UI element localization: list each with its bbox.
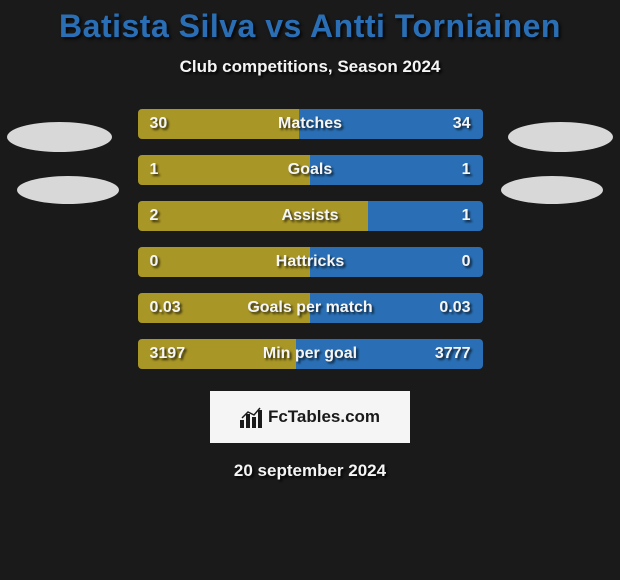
comparison-container: Batista Silva vs Antti Torniainen Club c… — [0, 0, 620, 580]
stat-value-left: 0.03 — [150, 299, 181, 317]
stat-row: 0.03 Goals per match 0.03 — [138, 293, 483, 323]
stat-row: 0 Hattricks 0 — [138, 247, 483, 277]
stat-value-right: 1 — [462, 161, 471, 179]
fctables-icon — [240, 406, 264, 428]
stat-value-right: 34 — [453, 115, 471, 133]
player1-team-avatar — [17, 176, 119, 204]
logo-content: FcTables.com — [240, 406, 380, 428]
stat-value-right: 1 — [462, 207, 471, 225]
player2-team-avatar — [501, 176, 603, 204]
stat-value-left: 0 — [150, 253, 159, 271]
stat-label: Goals — [288, 161, 332, 179]
stat-value-left: 2 — [150, 207, 159, 225]
stat-value-right: 0 — [462, 253, 471, 271]
stat-value-left: 1 — [150, 161, 159, 179]
player2-avatar — [508, 122, 613, 152]
stat-label: Matches — [278, 115, 342, 133]
comparison-subtitle: Club competitions, Season 2024 — [0, 57, 620, 77]
stat-row: 2 Assists 1 — [138, 201, 483, 231]
stat-value-left: 30 — [150, 115, 168, 133]
stat-bar-right — [310, 155, 483, 185]
logo-box: FcTables.com — [210, 391, 410, 443]
stat-label: Assists — [282, 207, 339, 225]
stat-label: Goals per match — [247, 299, 372, 317]
stat-row: 30 Matches 34 — [138, 109, 483, 139]
stat-value-right: 0.03 — [439, 299, 470, 317]
stat-bar-left — [138, 155, 311, 185]
stats-area: 30 Matches 34 1 Goals 1 2 Assists 1 — [138, 109, 483, 369]
stat-label: Hattricks — [276, 253, 344, 271]
comparison-title: Batista Silva vs Antti Torniainen — [0, 8, 620, 45]
stat-row: 3197 Min per goal 3777 — [138, 339, 483, 369]
stat-value-left: 3197 — [150, 345, 186, 363]
logo-text: FcTables.com — [268, 407, 380, 427]
player1-avatar — [7, 122, 112, 152]
date-label: 20 september 2024 — [0, 461, 620, 481]
stat-row: 1 Goals 1 — [138, 155, 483, 185]
stat-label: Min per goal — [263, 345, 357, 363]
stat-value-right: 3777 — [435, 345, 471, 363]
